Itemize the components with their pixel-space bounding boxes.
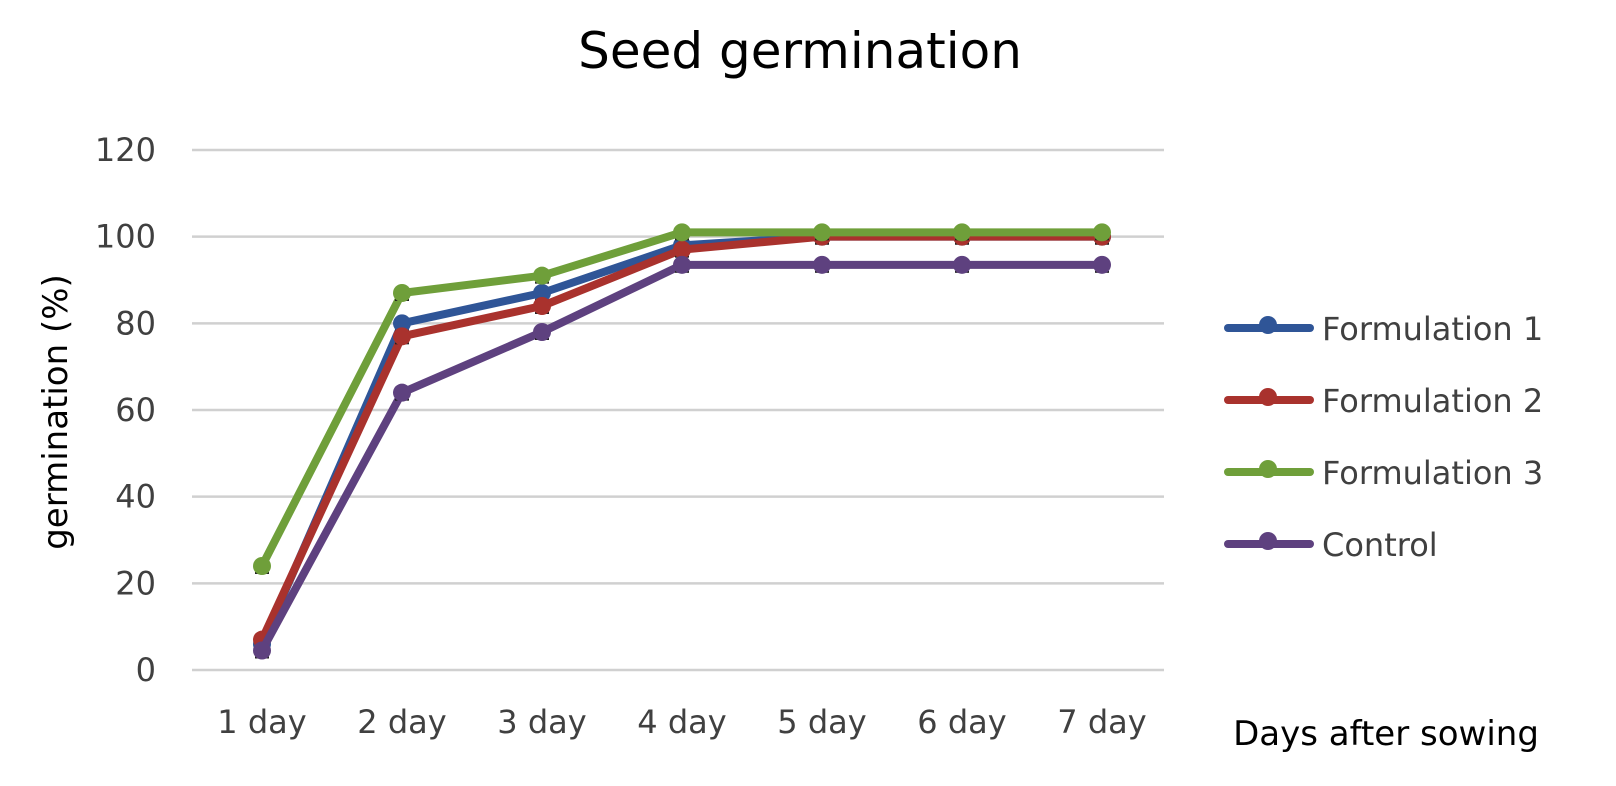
legend-swatch-marker [1259, 460, 1277, 478]
legend-label: Formulation 3 [1322, 454, 1543, 492]
y-tick-label: 20 [115, 564, 156, 602]
x-tick-label: 2 day [357, 703, 446, 741]
series-layer [253, 223, 1111, 660]
legend-label: Formulation 2 [1322, 382, 1543, 420]
data-point [813, 255, 831, 274]
data-point [673, 240, 691, 259]
data-point [1093, 255, 1111, 274]
data-point [393, 327, 411, 346]
data-point [253, 641, 271, 660]
series-line [258, 232, 1106, 644]
y-tick-label: 80 [115, 304, 156, 342]
data-point [953, 223, 971, 242]
x-axis-ticks: 1 day 2 day 3 day 4 day 5 day 6 day 7 day [217, 703, 1146, 741]
data-point [253, 557, 271, 575]
y-tick-label: 60 [115, 391, 156, 429]
data-point [393, 314, 411, 333]
y-tick-label: 0 [136, 651, 156, 689]
series-2 [253, 223, 1111, 575]
legend-swatch-marker [1259, 316, 1277, 334]
y-tick-label: 120 [95, 131, 156, 169]
y-axis-ticks: 0 20 40 60 80 100 120 [95, 131, 156, 689]
x-tick-label: 3 day [497, 703, 586, 741]
data-point [533, 297, 551, 315]
data-point [1093, 223, 1111, 242]
y-tick-label: 100 [95, 218, 156, 256]
chart-title: Seed germination [578, 22, 1022, 80]
series-line [258, 228, 1106, 570]
x-tick-label: 5 day [777, 703, 866, 741]
legend-item: Control [1224, 526, 1438, 564]
x-tick-label: 1 day [217, 703, 306, 741]
data-point [813, 223, 831, 242]
x-axis-title: Days after sowing [1233, 714, 1539, 754]
data-point [673, 223, 691, 242]
data-point [533, 266, 551, 285]
legend-swatch-marker [1259, 388, 1277, 406]
series-0 [253, 227, 1111, 653]
data-point [673, 255, 691, 274]
legend: Formulation 1 Formulation 2 Formulation 3 C… [1224, 310, 1543, 564]
data-point [393, 383, 411, 402]
data-point [533, 284, 551, 302]
legend-label: Control [1322, 526, 1438, 564]
data-point [533, 323, 551, 341]
y-axis-title: germination (%) [36, 274, 76, 550]
series-3 [253, 255, 1111, 660]
legend-label: Formulation 1 [1322, 310, 1543, 348]
x-tick-label: 6 day [917, 703, 1006, 741]
x-tick-label: 4 day [637, 703, 726, 741]
data-point [393, 284, 411, 302]
x-tick-label: 7 day [1057, 703, 1146, 741]
legend-item: Formulation 1 [1224, 310, 1543, 348]
legend-item: Formulation 2 [1224, 382, 1543, 420]
legend-item: Formulation 3 [1224, 454, 1543, 492]
data-point [953, 255, 971, 274]
legend-swatch-marker [1259, 532, 1277, 550]
y-tick-label: 40 [115, 478, 156, 516]
